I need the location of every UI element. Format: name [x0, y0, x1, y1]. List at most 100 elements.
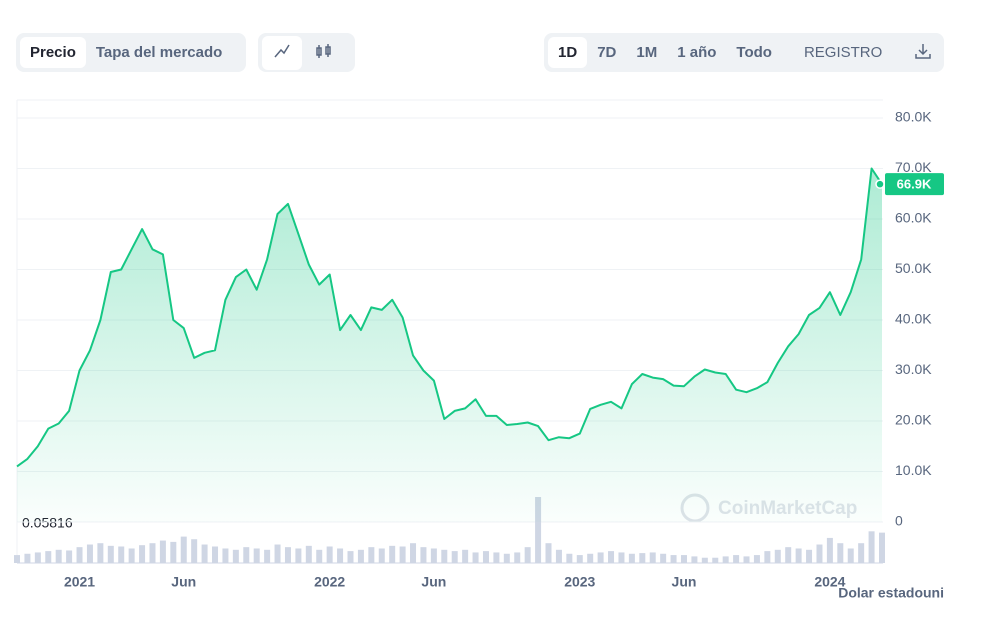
- volume-bar: [743, 556, 750, 563]
- annotation: 0.05816: [22, 515, 73, 531]
- last-point: [875, 179, 885, 189]
- volume-bar: [149, 543, 156, 563]
- volume-bar: [253, 548, 260, 563]
- volume-bar: [191, 539, 198, 563]
- download-button[interactable]: [904, 35, 942, 71]
- volume-bar: [806, 549, 813, 563]
- volume-bar: [660, 553, 667, 563]
- volume-bar: [159, 540, 166, 563]
- volume-bar: [847, 548, 854, 563]
- x-tick-label: Jun: [672, 574, 697, 590]
- tab-group: Precio Tapa del mercado: [16, 33, 246, 72]
- volume-bar: [97, 543, 104, 563]
- volume-bar: [785, 547, 792, 563]
- y-tick-label: 60.0K: [895, 210, 932, 226]
- volume-bar: [316, 549, 323, 563]
- volume-bar: [545, 543, 552, 563]
- volume-bar: [86, 544, 93, 563]
- volume-bar: [180, 536, 187, 563]
- range-button[interactable]: 1D: [548, 37, 588, 68]
- volume-bar: [389, 545, 396, 563]
- volume-bar: [399, 546, 406, 563]
- volume-bar: [430, 548, 437, 563]
- volume-bar: [212, 546, 219, 563]
- volume-bar: [816, 544, 823, 563]
- volume-bar: [232, 549, 239, 563]
- currency-label: Dolar estadouni: [838, 585, 944, 601]
- volume-bar: [368, 547, 375, 563]
- volume-bar: [503, 553, 510, 563]
- volume-bar: [879, 532, 885, 563]
- x-tick-label: 2021: [64, 574, 95, 590]
- volume-bar: [670, 555, 677, 563]
- volume-bar: [410, 543, 417, 563]
- volume-bar: [347, 551, 354, 563]
- y-tick-label: 50.0K: [895, 260, 932, 276]
- volume-bar: [628, 553, 635, 563]
- volume-bar: [535, 497, 542, 563]
- volume-bar: [649, 552, 656, 563]
- range-button[interactable]: 1 año: [677, 44, 717, 61]
- volume-bar: [139, 545, 146, 563]
- icon: [915, 43, 932, 59]
- volume-bar: [24, 553, 31, 563]
- volume-bar: [774, 549, 781, 563]
- price-tag: [885, 173, 944, 196]
- volume-bar: [587, 553, 594, 563]
- volume-bar: [462, 549, 469, 563]
- y-tick-label: 70.0K: [895, 159, 932, 175]
- volume-bar: [691, 556, 698, 563]
- range-button[interactable]: Todo: [736, 44, 772, 61]
- y-tick-label: 30.0K: [895, 361, 932, 377]
- volume-bar: [514, 552, 521, 563]
- volume-bar: [170, 541, 177, 563]
- volume-bar: [608, 551, 615, 563]
- volume-bar: [76, 547, 83, 563]
- volume-bar: [55, 549, 62, 563]
- volume-bar: [680, 555, 687, 563]
- range-button[interactable]: 7D: [597, 44, 617, 61]
- volume-bar: [868, 531, 875, 563]
- volume-bar: [34, 552, 41, 563]
- volume-bar: [451, 551, 458, 563]
- watermark: CoinMarketCap: [680, 493, 857, 523]
- range-group: 1D 7D 1M 1 año Todo REGISTRO: [544, 33, 944, 72]
- volume-bar: [795, 548, 802, 563]
- volume-bar: [420, 547, 427, 563]
- volume-bar: [326, 546, 333, 563]
- volume-bar: [128, 548, 135, 563]
- register-button[interactable]: REGISTRO: [803, 44, 883, 61]
- volume-bar: [222, 548, 229, 563]
- volume-bar: [472, 552, 479, 563]
- volume-bar: [597, 552, 604, 563]
- x-tick-label: 2024: [814, 574, 845, 590]
- volume-bar: [378, 548, 385, 563]
- volume-bar: [66, 550, 73, 563]
- volume-bar: [722, 556, 729, 563]
- volume-bar: [733, 555, 740, 563]
- price-area: [17, 168, 882, 522]
- volume-bar: [201, 544, 208, 563]
- volume-bar: [482, 551, 489, 563]
- volume-bar: [753, 555, 760, 563]
- volume-bar: [264, 549, 271, 563]
- volume-bar: [837, 543, 844, 563]
- candle-icon[interactable]: [302, 36, 346, 70]
- volume-bar: [701, 557, 708, 563]
- volume-bar: [274, 544, 281, 563]
- x-tick-label: 2022: [314, 574, 345, 590]
- volume-bar: [712, 557, 719, 563]
- y-tick-label: 20.0K: [895, 412, 932, 428]
- volume-bar: [337, 548, 344, 563]
- line-icon[interactable]: [262, 35, 302, 70]
- tab[interactable]: Tapa del mercado: [95, 44, 223, 61]
- volume-bar: [566, 553, 573, 563]
- volume-bar: [305, 545, 312, 563]
- volume-bar: [243, 547, 250, 563]
- range-button[interactable]: 1M: [636, 44, 658, 61]
- volume-bar: [618, 552, 625, 563]
- volume-bar: [858, 543, 865, 563]
- volume-bar: [295, 548, 302, 563]
- tab[interactable]: Precio: [20, 37, 86, 68]
